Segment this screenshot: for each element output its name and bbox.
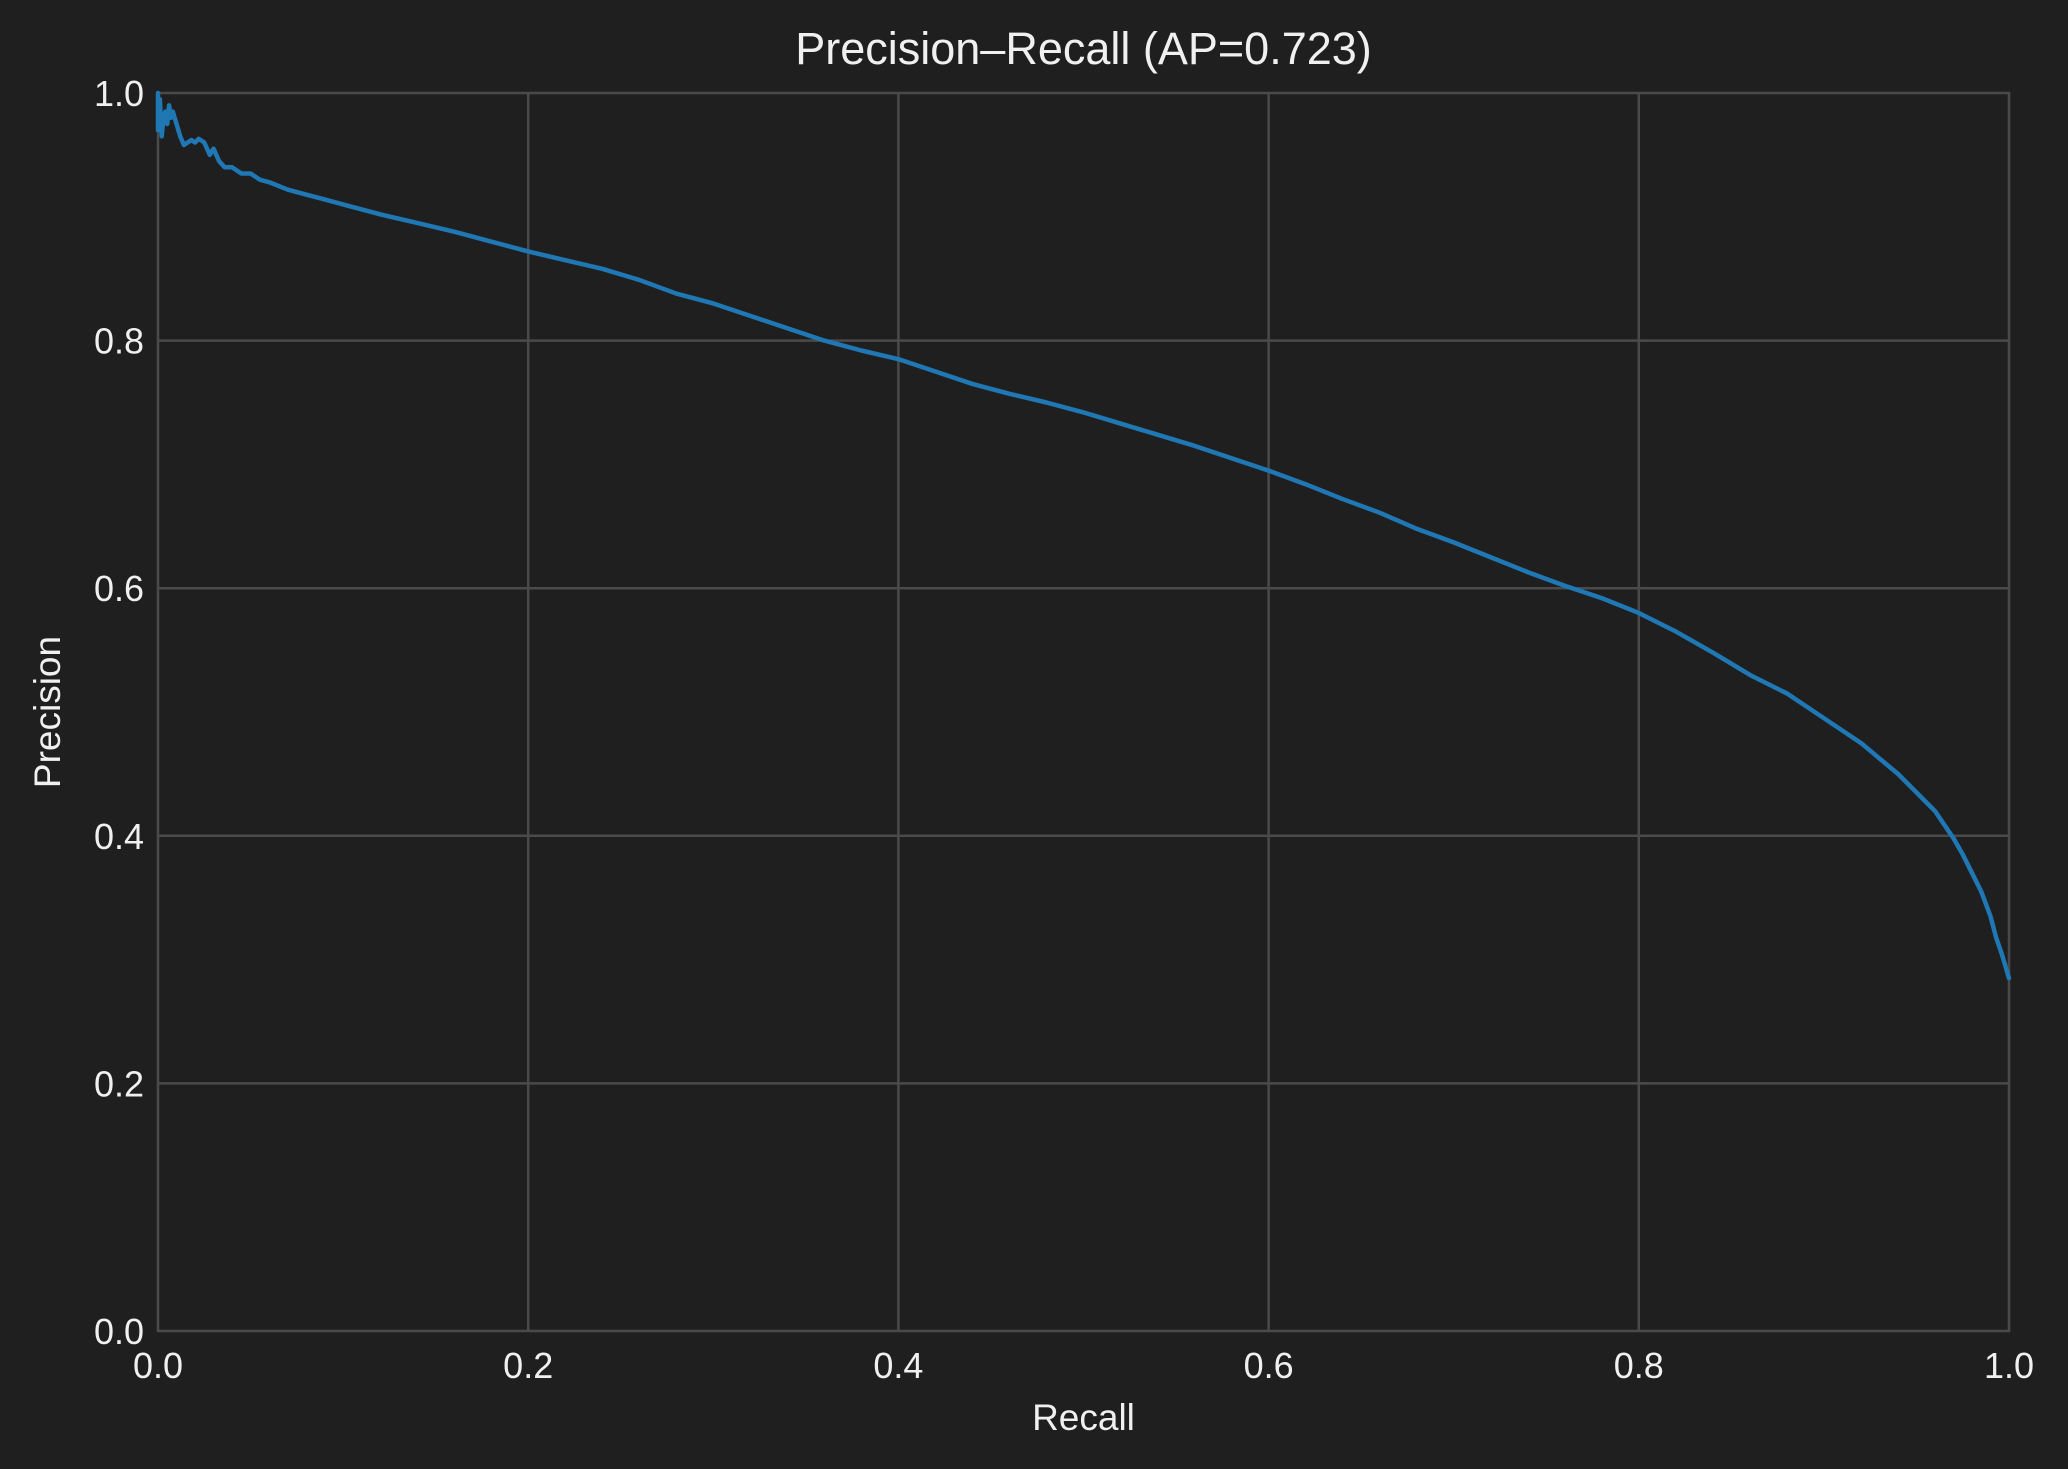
x-axis-label: Recall [1032, 1397, 1135, 1438]
y-tick-label: 0.4 [94, 816, 144, 857]
y-tick-label: 1.0 [94, 73, 144, 114]
series-layer [155, 90, 2012, 981]
x-tick-label: 0.6 [1244, 1345, 1294, 1386]
chart-title: Precision–Recall (AP=0.723) [795, 23, 1372, 74]
y-tick-label: 0.6 [94, 568, 144, 609]
x-tick-label: 0.8 [1614, 1345, 1664, 1386]
y-tick-label: 0.8 [94, 321, 144, 362]
x-tick-label: 0.4 [873, 1345, 923, 1386]
grid-layer [158, 93, 2009, 1331]
y-axis-label: Precision [27, 636, 68, 788]
plot-frame [156, 91, 2011, 1333]
pr-curve-line [155, 90, 2012, 981]
y-tick-label: 0.2 [94, 1063, 144, 1104]
y-tick-label: 0.0 [94, 1311, 144, 1352]
tick-layer: 0.0 0.2 0.4 0.6 0.8 1.0 0.0 0.2 0.4 0.6 0.8 1.0 [94, 73, 2034, 1386]
x-tick-label: 1.0 [1984, 1345, 2034, 1386]
x-tick-label: 0.2 [503, 1345, 553, 1386]
x-tick-label: 0.0 [133, 1345, 183, 1386]
